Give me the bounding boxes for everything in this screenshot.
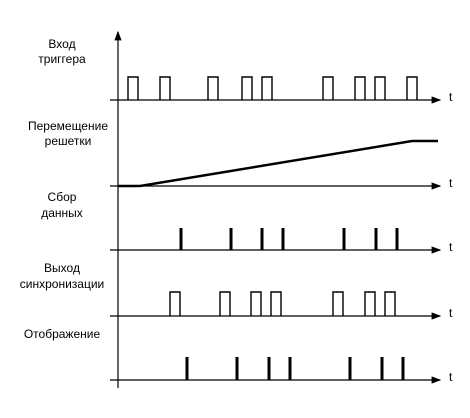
pulse	[250, 291, 262, 316]
row-label: Перемещение	[28, 119, 108, 133]
pulse	[364, 291, 376, 316]
pulse	[207, 76, 219, 100]
grating-motion	[118, 139, 438, 188]
pulse	[322, 76, 334, 100]
pulse-bar	[288, 357, 292, 380]
axis-label: t	[449, 176, 453, 190]
axis-label: t	[449, 370, 453, 384]
pulse-bar	[374, 228, 378, 250]
pulse-bar	[401, 357, 405, 380]
row-label: синхронизации	[20, 277, 104, 291]
pulse-bar	[395, 228, 399, 250]
pulse-bar	[260, 228, 264, 250]
pulse-bar	[229, 228, 233, 250]
pulse-bar	[348, 357, 352, 380]
row-label: Вход	[48, 37, 75, 51]
pulse	[270, 291, 282, 316]
pulse	[384, 291, 396, 316]
pulse-bar	[179, 228, 183, 250]
pulse	[374, 76, 386, 100]
pulse-bar	[281, 228, 285, 250]
pulse	[406, 76, 418, 100]
axis-label: t	[449, 90, 453, 104]
pulse	[332, 291, 344, 316]
pulse-bar	[235, 357, 239, 380]
row-label: Сбор	[48, 190, 77, 204]
pulse	[261, 76, 273, 100]
pulse	[241, 76, 253, 100]
row-label: решетки	[45, 134, 92, 148]
pulse	[219, 291, 231, 316]
pulse-bar	[342, 228, 346, 250]
pulse	[169, 291, 181, 316]
row-label: Выход	[44, 261, 80, 275]
pulse	[127, 76, 139, 100]
row-label: Отображение	[24, 327, 101, 341]
pulse	[354, 76, 366, 100]
axis-label: t	[449, 306, 453, 320]
row-label: данных	[41, 206, 83, 220]
pulse-bar	[185, 357, 189, 380]
axis-label: t	[449, 240, 453, 254]
pulse-bar	[267, 357, 271, 380]
pulse	[159, 76, 171, 100]
pulse-bar	[380, 357, 384, 380]
row-label: триггера	[38, 52, 86, 66]
